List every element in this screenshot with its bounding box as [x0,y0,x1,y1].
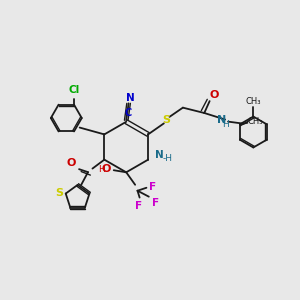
Text: F: F [149,182,156,192]
Text: H: H [98,164,105,173]
Text: N: N [218,115,227,124]
Text: S: S [162,115,170,125]
Text: O: O [102,164,111,174]
Text: CH₃: CH₃ [248,117,263,126]
Text: C: C [124,108,131,118]
Text: S: S [55,188,63,198]
Text: Cl: Cl [69,85,80,95]
Text: F: F [135,201,142,211]
Text: O: O [67,158,76,168]
Text: N: N [126,93,134,103]
Text: F: F [152,198,160,208]
Text: CH₃: CH₃ [246,97,261,106]
Text: -H: -H [162,154,172,163]
Text: O: O [210,90,219,100]
Text: H: H [222,120,229,129]
Text: N: N [155,150,164,160]
